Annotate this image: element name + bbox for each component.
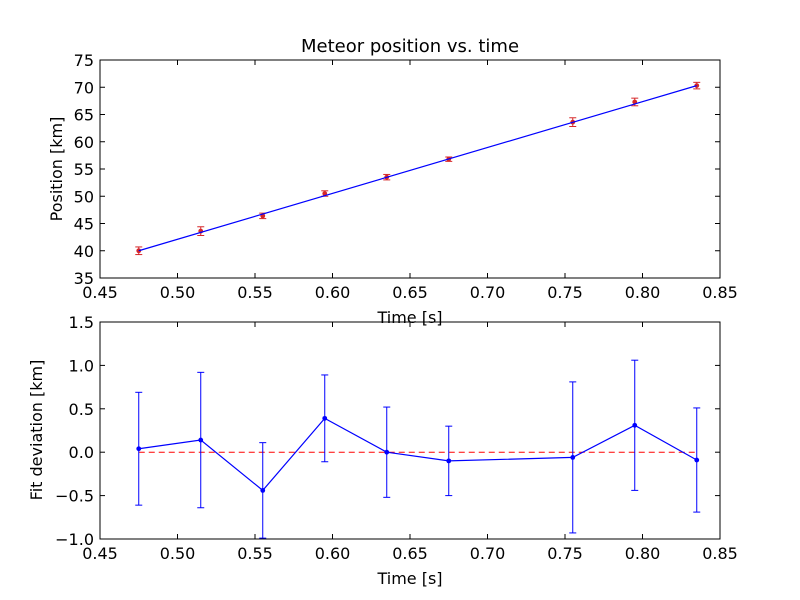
deviation-plot-data-point — [384, 449, 390, 455]
deviation-plot-y-tick-label: 0.0 — [69, 443, 94, 462]
position-plot-ylabel: Position [km] — [47, 117, 66, 222]
position-plot-x-tick-label: 0.55 — [237, 283, 273, 302]
deviation-plot-x-tick-label: 0.50 — [160, 544, 196, 563]
deviation-plot-data-point — [446, 458, 452, 464]
position-plot-plot-area — [135, 81, 701, 256]
deviation-plot-plot-area — [135, 359, 701, 539]
deviation-plot-x-tick-label: 0.65 — [392, 544, 428, 563]
deviation-plot-data-point — [694, 457, 700, 463]
deviation-plot-data-point — [260, 487, 266, 493]
position-plot-y-tick-label: 45 — [74, 215, 94, 234]
deviation-plot-x-tick-label: 0.60 — [315, 544, 351, 563]
deviation-plot-frame — [99, 321, 721, 540]
deviation-plot-x-ticks: 0.45 0.50 0.55 0.60 0.65 0.70 0.75 0.80 0.85 — [82, 322, 738, 563]
deviation-plot-x-tick-label: 0.45 — [82, 544, 118, 563]
deviation-plot-data-point — [136, 446, 142, 452]
position-plot-x-tick-label: 0.80 — [625, 283, 661, 302]
position-plot-x-tick-label: 0.45 — [82, 283, 118, 302]
position-plot-marks — [135, 81, 701, 256]
position-plot-y-tick-label: 60 — [74, 133, 94, 152]
deviation-plot-marks — [135, 359, 701, 539]
position-plot-x-tick-label: 0.50 — [160, 283, 196, 302]
deviation-plot-x-tick-label: 0.85 — [702, 544, 738, 563]
position-plot: Meteor position vs. time Time [s] Positi… — [47, 36, 738, 327]
position-plot-y-tick-label: 70 — [74, 78, 94, 97]
deviation-plot-y-tick-label: −1.0 — [55, 530, 94, 549]
deviation-plot-y-ticks: −1.0 −0.5 0.0 0.5 1.0 1.5 — [55, 313, 720, 549]
deviation-plot-ylabel: Fit deviation [km] — [27, 360, 46, 501]
position-plot-y-tick-label: 65 — [74, 106, 94, 125]
deviation-plot-y-tick-label: 1.5 — [69, 313, 94, 332]
deviation-plot-data-point — [570, 455, 576, 460]
deviation-plot: Time [s] Fit deviation [km] 0.45 0.50 0.55… — [27, 313, 738, 588]
position-plot-y-tick-label: 35 — [74, 269, 94, 288]
deviation-plot-data-point — [198, 437, 204, 443]
position-plot-x-tick-label: 0.75 — [547, 283, 583, 302]
deviation-plot-x-tick-label: 0.70 — [470, 544, 506, 563]
position-plot-y-ticks: 35 40 45 50 55 60 65 70 75 — [74, 51, 720, 288]
position-plot-title: Meteor position vs. time — [301, 36, 519, 57]
deviation-plot-data-point — [632, 422, 638, 428]
position-plot-y-tick-label: 55 — [74, 160, 94, 179]
deviation-plot-x-tick-label: 0.80 — [625, 544, 661, 563]
deviation-plot-data-point — [322, 415, 328, 421]
position-plot-x-tick-label: 0.65 — [392, 283, 428, 302]
position-plot-frame — [99, 59, 721, 279]
position-plot-x-tick-label: 0.60 — [315, 283, 351, 302]
position-plot-fit-line — [138, 85, 697, 252]
deviation-plot-y-tick-label: 1.0 — [69, 356, 94, 375]
position-plot-y-tick-label: 50 — [74, 187, 94, 206]
deviation-plot-y-tick-label: −0.5 — [55, 487, 94, 506]
position-plot-x-tick-label: 0.85 — [702, 283, 738, 302]
deviation-plot-x-tick-label: 0.55 — [237, 544, 273, 563]
position-plot-y-tick-label: 75 — [74, 51, 94, 70]
position-plot-x-tick-label: 0.70 — [470, 283, 506, 302]
position-plot-y-tick-label: 40 — [74, 242, 94, 261]
deviation-plot-x-tick-label: 0.75 — [547, 544, 583, 563]
deviation-plot-y-tick-label: 0.5 — [69, 400, 94, 419]
deviation-plot-xlabel: Time [s] — [376, 569, 442, 588]
position-plot-x-ticks: 0.45 0.50 0.55 0.60 0.65 0.70 0.75 0.80 0.85 — [82, 60, 738, 302]
